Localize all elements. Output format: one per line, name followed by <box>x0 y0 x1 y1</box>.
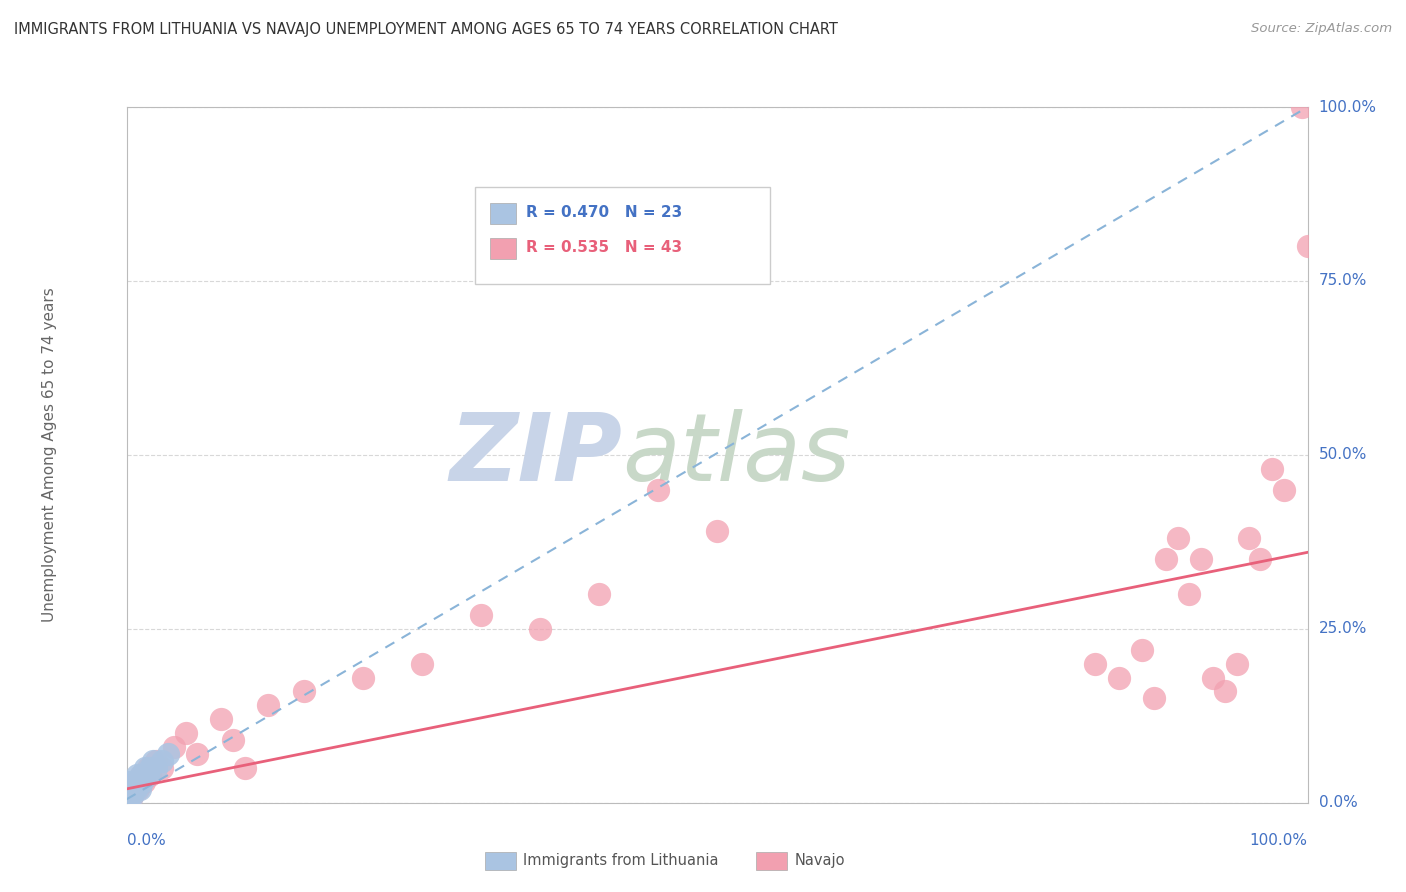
Point <box>1143 691 1166 706</box>
Point <box>120 781 142 796</box>
FancyBboxPatch shape <box>475 187 770 285</box>
Point <box>1084 657 1107 671</box>
Point <box>124 775 146 789</box>
Point <box>233 761 256 775</box>
Point <box>647 483 669 497</box>
Point <box>127 768 149 782</box>
Point <box>1202 671 1225 685</box>
Point <box>1213 684 1236 698</box>
Point <box>706 524 728 539</box>
Text: Navajo: Navajo <box>794 854 845 868</box>
Point <box>352 671 374 685</box>
Point <box>1178 587 1201 601</box>
Text: Immigrants from Lithuania: Immigrants from Lithuania <box>523 854 718 868</box>
Point <box>145 761 167 775</box>
Point <box>1237 532 1260 546</box>
Point <box>174 726 197 740</box>
Text: Source: ZipAtlas.com: Source: ZipAtlas.com <box>1251 22 1392 36</box>
Point <box>1154 552 1177 566</box>
Point <box>1261 462 1284 476</box>
Point <box>128 781 150 796</box>
Point <box>1291 100 1313 114</box>
Point <box>292 684 315 698</box>
Point <box>145 754 167 768</box>
Text: atlas: atlas <box>623 409 851 500</box>
FancyBboxPatch shape <box>491 238 516 259</box>
Text: Unemployment Among Ages 65 to 74 years: Unemployment Among Ages 65 to 74 years <box>42 287 58 623</box>
Point <box>125 781 148 796</box>
Point <box>1226 657 1249 671</box>
Point <box>139 768 162 782</box>
Text: ZIP: ZIP <box>450 409 623 501</box>
Text: 75.0%: 75.0% <box>1319 274 1367 288</box>
Point <box>117 789 139 803</box>
Point <box>134 768 156 782</box>
Text: 100.0%: 100.0% <box>1319 100 1376 114</box>
Point <box>136 761 159 775</box>
Point <box>121 789 143 803</box>
Text: R = 0.470   N = 23: R = 0.470 N = 23 <box>526 205 682 220</box>
Point <box>257 698 280 713</box>
Point <box>150 761 173 775</box>
Point <box>121 775 143 789</box>
Text: 0.0%: 0.0% <box>1319 796 1357 810</box>
Point <box>156 747 179 761</box>
Point <box>134 775 156 789</box>
Point <box>129 768 152 782</box>
Point <box>1108 671 1130 685</box>
Point <box>139 761 162 775</box>
Point <box>120 789 142 803</box>
Point <box>134 761 156 775</box>
Point <box>470 607 492 622</box>
Point <box>1249 552 1271 566</box>
Point <box>117 789 139 803</box>
Point <box>529 622 551 636</box>
Text: 100.0%: 100.0% <box>1250 833 1308 848</box>
Point <box>141 754 163 768</box>
Point <box>120 781 142 796</box>
Point <box>129 768 152 782</box>
FancyBboxPatch shape <box>491 203 516 224</box>
Point <box>127 781 149 796</box>
Point <box>1189 552 1212 566</box>
Point <box>120 775 142 789</box>
Point <box>411 657 433 671</box>
Point <box>131 775 153 789</box>
Point <box>1167 532 1189 546</box>
Text: IMMIGRANTS FROM LITHUANIA VS NAVAJO UNEMPLOYMENT AMONG AGES 65 TO 74 YEARS CORRE: IMMIGRANTS FROM LITHUANIA VS NAVAJO UNEM… <box>14 22 838 37</box>
Text: 25.0%: 25.0% <box>1319 622 1367 636</box>
Point <box>118 781 141 796</box>
Point <box>150 754 173 768</box>
Point <box>222 733 245 747</box>
Point <box>136 768 159 782</box>
Point <box>1130 642 1153 657</box>
Point <box>122 781 145 796</box>
Point <box>1296 239 1319 253</box>
Text: R = 0.535   N = 43: R = 0.535 N = 43 <box>526 240 682 255</box>
Point <box>186 747 208 761</box>
Point <box>127 775 149 789</box>
Text: 0.0%: 0.0% <box>127 833 166 848</box>
Point <box>209 712 232 726</box>
Point <box>163 740 186 755</box>
Point <box>588 587 610 601</box>
Point <box>121 789 143 803</box>
Text: 50.0%: 50.0% <box>1319 448 1367 462</box>
Point <box>125 775 148 789</box>
Point <box>1272 483 1295 497</box>
